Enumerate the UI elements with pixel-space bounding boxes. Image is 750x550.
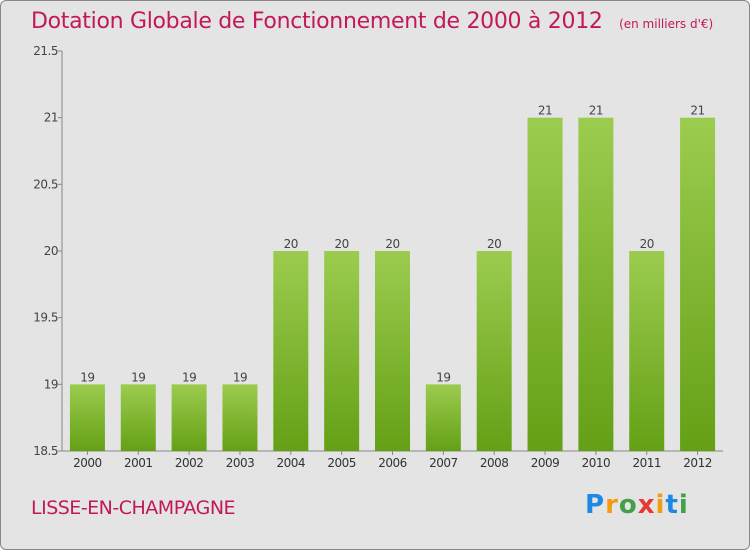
brand-letter: r [605, 490, 619, 520]
bar [171, 384, 207, 451]
y-tick-label: 21 [44, 111, 58, 125]
y-tick-label: 19 [44, 377, 58, 391]
chart-labels: 2000 19 2001 19 2002 19 2003 19 2004 20 2005 20 2006… [73, 104, 712, 470]
x-tick-label: 2008 [480, 456, 509, 470]
brand-letter: o [618, 490, 638, 520]
data-label: 21 [690, 104, 704, 118]
x-tick-label: 2006 [378, 456, 407, 470]
y-tick-label: 18.5 [33, 444, 58, 458]
x-tick-label: 2002 [175, 456, 204, 470]
data-label: 19 [233, 370, 247, 384]
data-label: 19 [80, 370, 94, 384]
data-label: 20 [640, 237, 654, 251]
bar [324, 251, 360, 451]
y-tick-label: 20.5 [33, 177, 58, 191]
proxiti-logo: Proxiti [585, 490, 689, 520]
brand-letter: t [665, 490, 679, 520]
bar [375, 251, 410, 451]
data-label: 20 [335, 237, 349, 251]
chart-bars [69, 117, 716, 452]
bar [273, 251, 309, 451]
commune-name: LISSE-EN-CHAMPAGNE [31, 497, 236, 519]
x-tick-label: 2012 [683, 456, 712, 470]
bar [222, 384, 258, 451]
brand-letter: x [637, 490, 656, 520]
data-label: 19 [131, 370, 145, 384]
data-label: 21 [589, 104, 603, 118]
bar [476, 251, 512, 451]
bar [120, 384, 156, 451]
data-label: 19 [182, 370, 196, 384]
y-tick-label: 21.5 [33, 44, 58, 58]
data-label: 21 [538, 104, 552, 118]
data-label: 19 [436, 370, 450, 384]
data-label: 20 [385, 237, 399, 251]
x-tick-label: 2001 [124, 456, 153, 470]
x-tick-label: 2009 [531, 456, 560, 470]
bar [425, 384, 461, 451]
data-label: 20 [284, 237, 298, 251]
x-tick-label: 2003 [226, 456, 255, 470]
brand-letter: i [678, 490, 689, 520]
x-tick-label: 2000 [73, 456, 102, 470]
y-tick-label: 19.5 [33, 311, 58, 325]
data-label: 20 [487, 237, 501, 251]
brand-letter: P [585, 490, 606, 520]
x-tick-label: 2004 [277, 456, 306, 470]
bar [578, 117, 614, 452]
chart-header: Dotation Globale de Fonctionnement de 20… [31, 9, 713, 34]
chart-title: Dotation Globale de Fonctionnement de 20… [31, 9, 603, 34]
brand-letter: i [655, 490, 666, 520]
x-tick-label: 2011 [632, 456, 661, 470]
bar [527, 117, 563, 452]
bar [69, 384, 105, 451]
bar [680, 117, 716, 452]
x-tick-label: 2010 [582, 456, 611, 470]
y-tick-label: 20 [44, 244, 58, 258]
x-tick-label: 2005 [327, 456, 356, 470]
x-tick-label: 2007 [429, 456, 458, 470]
chart-subtitle: (en milliers d'€) [619, 17, 714, 31]
bar [629, 251, 665, 451]
